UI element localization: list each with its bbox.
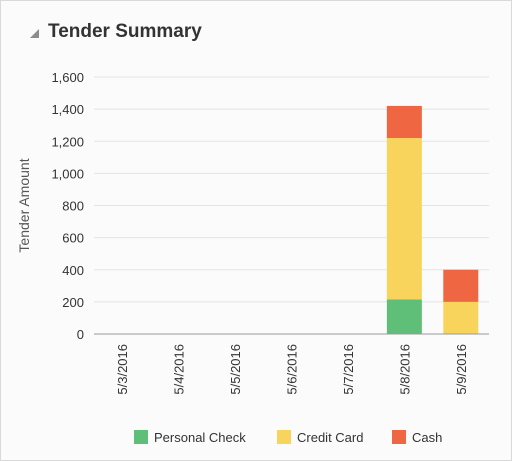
- x-tick-label: 5/4/2016: [172, 344, 187, 395]
- y-tick-label: 1,000: [51, 166, 84, 181]
- y-tick-label: 400: [62, 263, 84, 278]
- x-tick-label: 5/7/2016: [341, 344, 356, 395]
- x-tick-label: 5/3/2016: [115, 344, 130, 395]
- y-tick-label: 1,200: [51, 134, 84, 149]
- bar-segment[interactable]: [386, 138, 422, 300]
- legend-label: Cash: [412, 430, 442, 445]
- x-tick-label: 5/6/2016: [285, 344, 300, 395]
- x-tick-label: 5/9/2016: [454, 344, 469, 395]
- bars: [386, 105, 479, 334]
- legend-swatch: [134, 430, 148, 444]
- x-tick-label: 5/5/2016: [228, 344, 243, 395]
- bar-segment[interactable]: [386, 299, 422, 334]
- legend-swatch: [277, 430, 291, 444]
- y-tick-label: 1,600: [51, 70, 84, 85]
- y-axis-label: Tender Amount: [16, 158, 32, 252]
- bar-segment[interactable]: [443, 301, 479, 334]
- legend-label: Personal Check: [154, 430, 246, 445]
- collapse-triangle-icon[interactable]: [30, 29, 39, 38]
- bar-segment[interactable]: [443, 269, 479, 302]
- y-tick-label: 600: [62, 231, 84, 246]
- bar-segment[interactable]: [386, 105, 422, 139]
- x-tick-labels: 5/3/2016 5/4/2016 5/5/2016 5/6/2016 5/7/2016…: [115, 344, 469, 395]
- y-tick-labels: 0 200 400 600 800 1,000 1,200 1,400 1,600: [51, 70, 84, 342]
- legend: Personal Check Credit Card Cash: [134, 430, 442, 445]
- y-tick-label: 0: [77, 327, 84, 342]
- y-tick-label: 800: [62, 199, 84, 214]
- legend-swatch: [392, 430, 406, 444]
- legend-label: Credit Card: [297, 430, 363, 445]
- y-tick-label: 1,400: [51, 102, 84, 117]
- gridlines: [94, 76, 489, 303]
- panel-header: Tender Summary: [1, 1, 511, 71]
- y-tick-label: 200: [62, 295, 84, 310]
- panel-title: Tender Summary: [48, 21, 202, 42]
- x-tick-label: 5/8/2016: [397, 344, 412, 395]
